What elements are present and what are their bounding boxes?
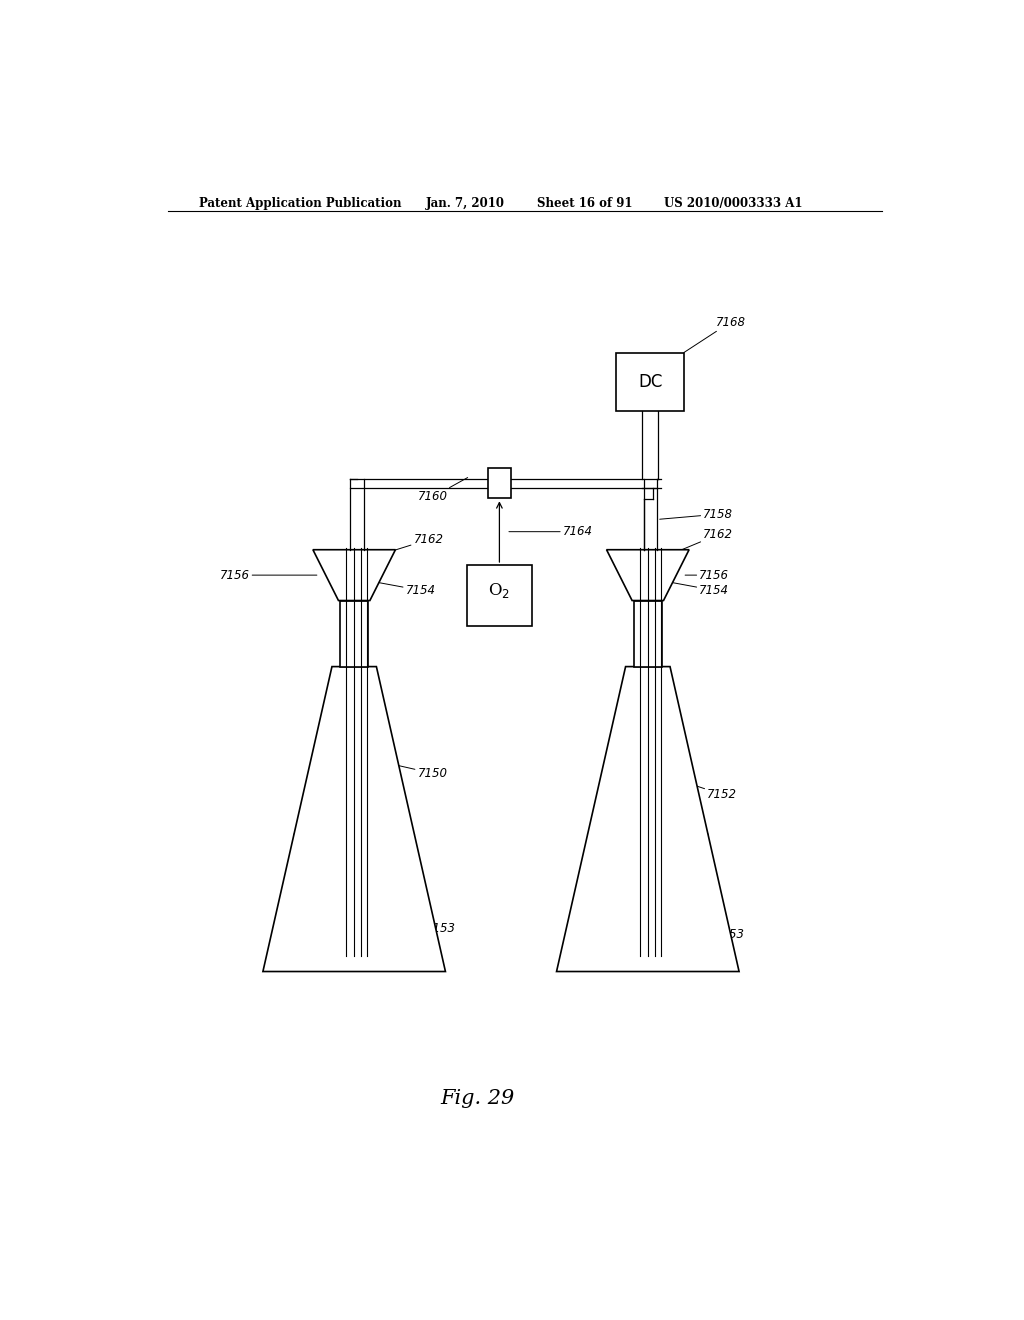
Text: 7152: 7152 [658,774,737,801]
Bar [616,352,684,412]
Text: Patent Application Publication: Patent Application Publication [200,197,402,210]
Polygon shape [263,667,445,972]
Text: 7168: 7168 [684,315,745,352]
Text: 7156: 7156 [685,569,729,582]
Text: 7154: 7154 [663,581,729,597]
Text: 7153: 7153 [386,904,456,936]
Text: 7153: 7153 [680,911,745,941]
Text: 7156: 7156 [219,569,316,582]
Polygon shape [606,549,689,601]
Bar [340,601,369,667]
Bar [634,601,663,667]
Text: 7158: 7158 [659,508,733,520]
Bar [487,467,511,499]
Text: Sheet 16 of 91: Sheet 16 of 91 [537,197,632,210]
Text: DC: DC [638,374,663,391]
Text: 7160: 7160 [418,478,468,503]
Polygon shape [313,549,395,601]
Text: 7154: 7154 [369,581,436,597]
Text: 7162: 7162 [657,528,733,560]
Text: 7164: 7164 [509,525,593,539]
Text: Fig. 29: Fig. 29 [440,1089,514,1107]
Text: O$_2$: O$_2$ [488,581,510,599]
Polygon shape [557,667,739,972]
Text: 7150: 7150 [366,758,447,780]
Polygon shape [557,834,739,972]
Text: US 2010/0003333 A1: US 2010/0003333 A1 [664,197,802,210]
Text: 7162: 7162 [364,533,443,560]
Text: Jan. 7, 2010: Jan. 7, 2010 [426,197,505,210]
Bar [467,565,531,626]
Polygon shape [263,834,445,972]
